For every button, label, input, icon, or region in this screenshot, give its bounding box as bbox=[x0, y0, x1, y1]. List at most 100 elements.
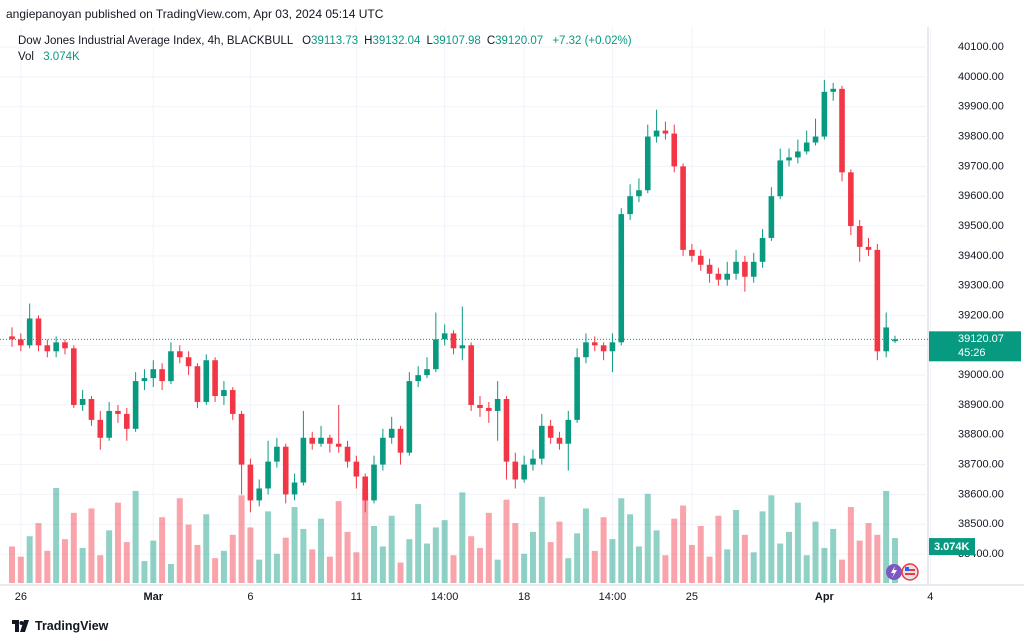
candle-body bbox=[194, 366, 201, 402]
volume-bar bbox=[300, 528, 307, 583]
volume-bar bbox=[865, 523, 872, 583]
candle-body bbox=[883, 327, 889, 352]
ohlc-key: C bbox=[486, 35, 496, 47]
candle-body bbox=[18, 339, 24, 346]
volume-bar bbox=[167, 564, 174, 583]
ohlc: O39113.73 H39132.04 L39107.98 C39120.07 bbox=[296, 35, 543, 47]
volume-bar bbox=[44, 550, 51, 583]
volume-bar bbox=[856, 540, 863, 583]
candle-body bbox=[265, 461, 271, 489]
x-tick-label: 14:00 bbox=[599, 591, 627, 603]
candle-body bbox=[803, 142, 810, 152]
candle-body bbox=[424, 369, 430, 376]
volume-bar bbox=[883, 490, 890, 583]
candle-body bbox=[609, 342, 616, 352]
y-tick-label: 38800.00 bbox=[958, 429, 1004, 441]
candle-body bbox=[644, 136, 651, 191]
grid bbox=[0, 28, 931, 585]
volume-bar bbox=[450, 555, 457, 583]
volume-bar bbox=[547, 542, 554, 583]
volume-bar bbox=[830, 528, 837, 583]
x-tick-label: 6 bbox=[247, 591, 253, 603]
candle-body bbox=[777, 160, 784, 197]
volume-bar bbox=[847, 507, 854, 583]
flag-stripe bbox=[905, 573, 915, 575]
volume-bar bbox=[494, 559, 501, 583]
x-tick-label: 14:00 bbox=[431, 591, 459, 603]
volume-bar bbox=[715, 515, 722, 583]
volume-bar bbox=[309, 549, 316, 583]
candle-body bbox=[344, 446, 351, 462]
volume-bar bbox=[388, 515, 395, 583]
ohlc-value: 39120.07 bbox=[495, 35, 544, 47]
ohlc-value: 39107.98 bbox=[432, 35, 481, 47]
candle-body bbox=[724, 273, 731, 280]
candle-body bbox=[653, 130, 660, 137]
candle-body bbox=[406, 381, 413, 453]
volume-bar bbox=[697, 526, 704, 583]
candle-body bbox=[256, 488, 263, 501]
volume-bar bbox=[724, 549, 731, 583]
candle-body bbox=[786, 157, 792, 161]
candle-body bbox=[680, 166, 686, 250]
candle-body bbox=[671, 133, 678, 167]
volume-bar bbox=[556, 521, 563, 583]
candle-body bbox=[742, 261, 748, 277]
y-tick-label: 39400.00 bbox=[958, 250, 1004, 262]
candle-body bbox=[830, 88, 836, 92]
candle-body bbox=[353, 461, 360, 477]
volume-bar bbox=[750, 552, 757, 583]
volume-bar bbox=[53, 488, 60, 583]
candle-body bbox=[706, 264, 713, 274]
x-tick-label: 25 bbox=[686, 591, 698, 603]
bolt-icon bbox=[891, 566, 897, 578]
ohlc-key: O bbox=[302, 35, 312, 47]
volume-bar bbox=[821, 547, 828, 583]
change: +7.32 (+0.02%) bbox=[552, 35, 632, 47]
volume-bar bbox=[680, 505, 687, 583]
last-price-tag bbox=[929, 331, 1021, 362]
volume-bar bbox=[379, 546, 386, 583]
volume-row: Vol 3.074K bbox=[18, 49, 632, 65]
candle-body bbox=[697, 255, 704, 265]
volume-bar bbox=[600, 517, 607, 583]
volume-bar bbox=[503, 499, 510, 583]
footer: TradingView bbox=[12, 619, 108, 633]
volume-bar bbox=[61, 539, 68, 583]
brand: TradingView bbox=[35, 619, 109, 633]
candle-body bbox=[768, 196, 775, 238]
volume-bar bbox=[291, 507, 298, 583]
volume-bar bbox=[432, 527, 439, 583]
legend-row: Dow Jones Industrial Average Index, 4h, … bbox=[18, 33, 632, 49]
x-tick-label: Apr bbox=[815, 591, 835, 603]
volume-bar bbox=[362, 489, 369, 583]
volume-bar bbox=[812, 521, 819, 583]
y-tick-label: 38500.00 bbox=[958, 518, 1004, 530]
x-tick-label: 4 bbox=[927, 591, 933, 603]
symbol-title: Dow Jones Industrial Average Index, 4h, … bbox=[18, 35, 293, 47]
x-tick-label: Mar bbox=[143, 591, 163, 603]
candle-body bbox=[159, 369, 165, 382]
y-tick-label: 39700.00 bbox=[958, 160, 1004, 172]
candle-body bbox=[238, 413, 245, 465]
volume-bar bbox=[247, 527, 254, 583]
candle-body bbox=[715, 273, 722, 280]
y-tick-label: 39600.00 bbox=[958, 190, 1004, 202]
volume-bar bbox=[159, 517, 166, 583]
volume-bar bbox=[256, 559, 263, 583]
candle-body bbox=[123, 413, 130, 429]
flag-canton bbox=[905, 567, 909, 571]
candles bbox=[9, 79, 898, 513]
volume-bar bbox=[265, 511, 272, 583]
volume-bar bbox=[88, 508, 95, 583]
volume-bar bbox=[9, 546, 15, 583]
volume-bar bbox=[512, 523, 519, 583]
candle-body bbox=[689, 249, 695, 256]
volume-bar bbox=[132, 490, 139, 583]
candle-body bbox=[433, 339, 439, 370]
volume-bar bbox=[273, 553, 280, 583]
candle-body bbox=[309, 437, 316, 444]
volume-bar bbox=[609, 539, 616, 583]
candle-body bbox=[380, 437, 386, 465]
axes: 40100.00 40000.00 39900.00 39800.00 39700.00… bbox=[0, 41, 1021, 603]
